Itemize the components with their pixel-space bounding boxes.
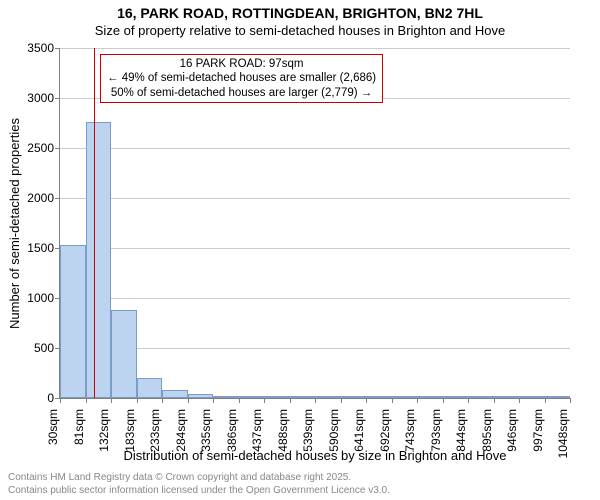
y-axis-line <box>59 48 60 398</box>
x-axis-line <box>60 398 570 399</box>
x-tick-label: 793sqm <box>429 409 443 452</box>
y-tick-label: 1500 <box>27 241 60 255</box>
x-tick-label: 233sqm <box>148 409 162 452</box>
histogram-bar <box>111 310 137 398</box>
x-tick-label: 132sqm <box>97 409 111 452</box>
annotation-box: 16 PARK ROAD: 97sqm ← 49% of semi-detach… <box>100 54 383 103</box>
plot-area: 050010001500200025003000350030sqm81sqm13… <box>60 48 570 398</box>
gridline <box>60 348 570 349</box>
marker-line <box>94 48 96 398</box>
y-tick-label: 3000 <box>27 91 60 105</box>
x-tick-label: 946sqm <box>505 409 519 452</box>
histogram-bar <box>162 390 188 398</box>
y-tick-label: 1000 <box>27 291 60 305</box>
x-tick-label: 488sqm <box>276 409 290 452</box>
x-tick-label: 997sqm <box>531 409 545 452</box>
x-tick-label: 183sqm <box>123 409 137 452</box>
x-tick-label: 81sqm <box>72 409 86 445</box>
footer-line-1: Contains HM Land Registry data © Crown c… <box>8 472 390 485</box>
y-tick-label: 500 <box>34 341 60 355</box>
x-tick-label: 895sqm <box>480 409 494 452</box>
y-axis-title: Number of semi-detached properties <box>6 48 22 398</box>
x-tick-label: 844sqm <box>454 409 468 452</box>
gridline <box>60 298 570 299</box>
x-axis-title: Distribution of semi-detached houses by … <box>60 448 570 463</box>
histogram-bar <box>137 378 163 398</box>
y-tick-label: 2000 <box>27 191 60 205</box>
gridline <box>60 248 570 249</box>
chart-subtitle: Size of property relative to semi-detach… <box>0 22 600 40</box>
gridline <box>60 48 570 49</box>
x-tick-label: 30sqm <box>46 409 60 445</box>
histogram-bar <box>60 245 86 398</box>
gridline <box>60 148 570 149</box>
x-tick-label: 386sqm <box>225 409 239 452</box>
x-tick-mark <box>570 398 571 403</box>
x-tick-label: 590sqm <box>327 409 341 452</box>
annotation-line-1: 16 PARK ROAD: 97sqm <box>107 57 376 71</box>
gridline <box>60 198 570 199</box>
chart-container: 16, PARK ROAD, ROTTINGDEAN, BRIGHTON, BN… <box>0 0 600 500</box>
x-tick-label: 539sqm <box>301 409 315 452</box>
x-tick-label: 437sqm <box>250 409 264 452</box>
footer-attribution: Contains HM Land Registry data © Crown c… <box>8 472 390 497</box>
chart-title: 16, PARK ROAD, ROTTINGDEAN, BRIGHTON, BN… <box>0 0 600 22</box>
x-tick-label: 692sqm <box>378 409 392 452</box>
y-tick-label: 2500 <box>27 141 60 155</box>
x-tick-label: 743sqm <box>403 409 417 452</box>
annotation-line-2: ← 49% of semi-detached houses are smalle… <box>107 71 376 85</box>
x-tick-label: 284sqm <box>174 409 188 452</box>
y-tick-label: 3500 <box>27 41 60 55</box>
footer-line-2: Contains public sector information licen… <box>8 485 390 498</box>
x-tick-label: 641sqm <box>352 409 366 452</box>
x-tick-label: 335sqm <box>199 409 213 452</box>
histogram-bar <box>86 122 112 398</box>
annotation-line-3: 50% of semi-detached houses are larger (… <box>107 86 376 100</box>
